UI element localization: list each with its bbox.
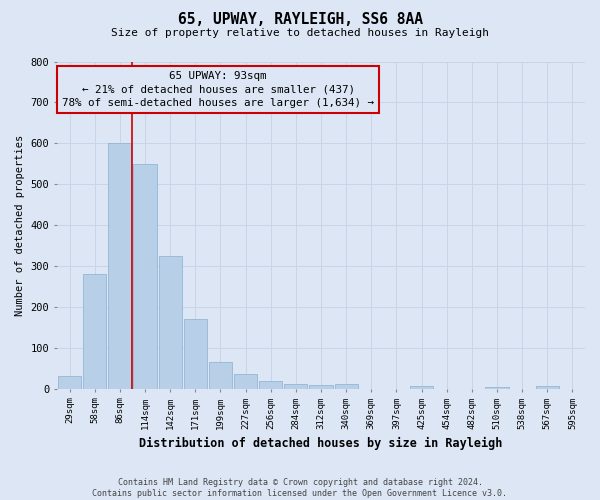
Bar (335, 384, 358, 388)
Bar (108, 144, 131, 388)
Text: 65 UPWAY: 93sqm
← 21% of detached houses are smaller (437)
78% of semi-detached : 65 UPWAY: 93sqm ← 21% of detached houses… (62, 72, 374, 108)
Bar (158, 256, 182, 388)
Text: Contains HM Land Registry data © Crown copyright and database right 2024.
Contai: Contains HM Land Registry data © Crown c… (92, 478, 508, 498)
Y-axis label: Number of detached properties: Number of detached properties (15, 134, 25, 316)
Bar (410, 386, 433, 388)
Bar (83, 274, 106, 388)
Text: 65, UPWAY, RAYLEIGH, SS6 8AA: 65, UPWAY, RAYLEIGH, SS6 8AA (178, 12, 422, 28)
Bar (259, 382, 282, 388)
Bar (284, 384, 307, 388)
Bar (133, 164, 157, 388)
Bar (234, 374, 257, 388)
Bar (184, 319, 207, 388)
Bar (58, 376, 81, 388)
X-axis label: Distribution of detached houses by size in Rayleigh: Distribution of detached houses by size … (139, 437, 503, 450)
Bar (536, 386, 559, 388)
Bar (209, 362, 232, 388)
Bar (310, 386, 332, 388)
Text: Size of property relative to detached houses in Rayleigh: Size of property relative to detached ho… (111, 28, 489, 38)
